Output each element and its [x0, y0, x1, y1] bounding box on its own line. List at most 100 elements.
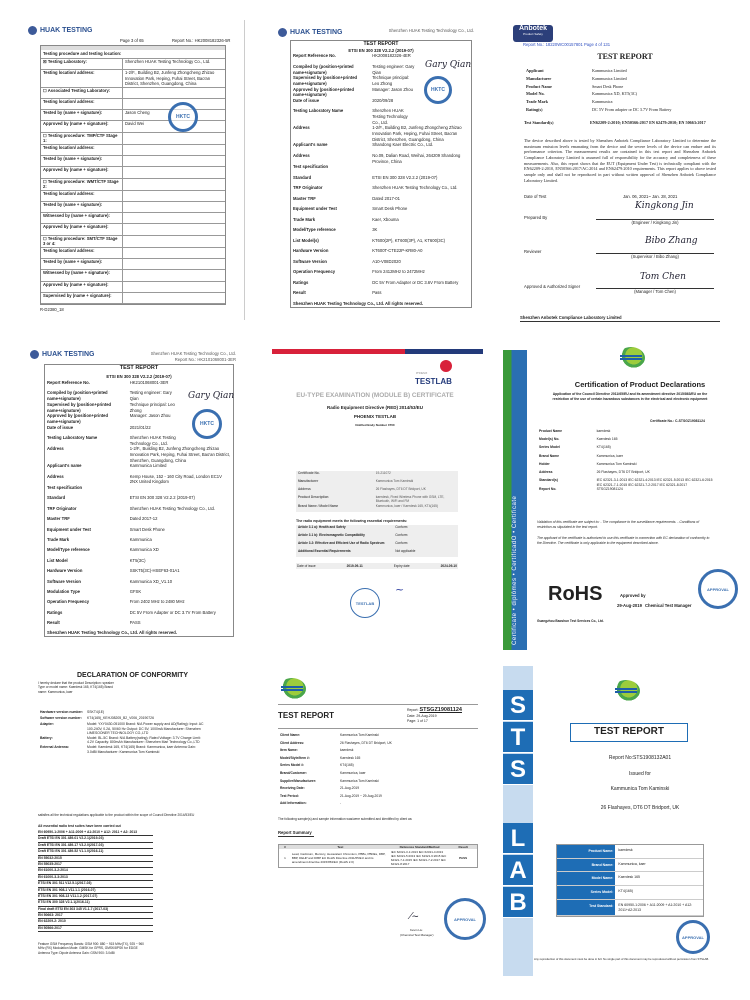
report-title: TEST REPORT	[363, 41, 399, 47]
row-value: Conform	[395, 541, 408, 545]
side-band-text: Certificate • diplômes • CertificadO • C…	[512, 495, 518, 645]
notified-body: Notified Body Number 0700	[355, 422, 395, 427]
kv-row: Supplier/Manufacturer: Kammunica Tom Kami…	[278, 779, 478, 787]
table-rows: Report Reference No. HK2008182326-4ER Comp…	[291, 53, 471, 300]
row-label: Equipment under Test	[293, 206, 337, 212]
row-label: Manufacturer	[298, 479, 319, 483]
kv-row: Test specification	[45, 485, 233, 495]
row-value: 26 Flashayes, DT6 DT Bridport, UK	[596, 469, 650, 474]
row-value: SSKT4(1E)	[87, 710, 105, 714]
approved-signature: Tom Chen	[640, 272, 686, 282]
row-label: List Model(s)	[293, 237, 319, 243]
kv-row: ☐ Testing procedure: WMT/CTF Stage 2:	[41, 178, 225, 191]
hktc-stamp: HKTC	[424, 76, 452, 104]
standards-list: EN 60950-1:2006 + A11:2009 + A1:2010 + A…	[38, 830, 153, 933]
list-item: Draft ETSI EN 301 489-01 V2.2.1(2019-03)	[38, 836, 153, 843]
kv-row: Witnessed by (name + signature):	[41, 270, 225, 282]
col-reference: Reference Standard/Method	[399, 845, 440, 849]
testlab-stamp: TESTLAB	[350, 588, 380, 618]
kv-row: Trade Mark Kaer, Xbouma	[291, 217, 471, 228]
row-label: Testing location/ address:	[43, 69, 95, 75]
signature: Gary Qian	[425, 60, 472, 70]
row-label: Result	[47, 620, 60, 626]
reviewer-label: Reviewer	[524, 249, 542, 254]
row-value: KT4(165)	[596, 445, 611, 450]
huak-emblem-icon	[278, 28, 287, 37]
summary-header: # Test Reference Standard/Method Result	[279, 845, 477, 850]
row-label: Client Name:	[280, 733, 301, 737]
kv-row: Report No. STSGZ19081124	[537, 487, 717, 495]
row-value	[121, 178, 225, 190]
row-value: 21-Aug-2019	[340, 786, 360, 791]
row-value: Shandong Kaer Electric Co., Ltd.	[372, 142, 434, 148]
row-value: 2021/01/22	[129, 424, 151, 430]
row-label: Operation Frequency	[293, 269, 336, 275]
row-label: Rating(s)	[526, 106, 543, 112]
row-value: Kammunica Tom Kaminski	[340, 733, 379, 737]
prepared-signature: Kingkong Jin	[635, 201, 694, 211]
report-date: Date: 29-Aug-2019	[407, 714, 437, 719]
product-row: Model Name: Kaerdesk 165	[557, 872, 703, 887]
huak-logo: HUAK TESTING	[30, 350, 95, 359]
row-number: 1	[284, 856, 286, 861]
row-value: Kammunica Limited	[592, 75, 627, 81]
section-title: Testing procedure and testing location:	[41, 50, 225, 59]
row-value: Model: BL-5C Brand: N/A Battery(rating):…	[87, 735, 201, 745]
list-item: Draft ETSI EN 301 489-52 V1.1.0(2016-11)	[38, 849, 153, 856]
row-label: Supervised by (position+printed name+sig…	[47, 401, 112, 413]
client-name: Kammunica Tom Kaminski	[610, 786, 670, 792]
row-label: Trade Mark	[47, 536, 70, 542]
list-item: EN 62209-2: 2010	[38, 919, 153, 926]
logo-text: HUAK TESTING	[290, 29, 343, 36]
row-value: Kammunica, kaer	[340, 770, 366, 775]
intro-text: I hereby declare that the product Descri…	[38, 681, 114, 694]
issued-for-label: Issued for	[629, 771, 651, 777]
row-value: Manager: Jason Zhou	[372, 86, 413, 92]
row-value	[121, 167, 225, 178]
approval-stamp: APPROVAL	[444, 898, 486, 940]
row-reference: IEC 62321-3-1:2013 IEC 62321-4:2013 IEC …	[390, 850, 447, 867]
row-label: Test specification	[293, 164, 329, 170]
kv-row: Trade Mark Kammunica	[45, 537, 233, 547]
prepared-label: Prepared By	[524, 215, 548, 220]
kv-row: Testing Laboratory Name Shenzhen HUAK Tes…	[45, 435, 233, 446]
kv-row: Adapter: Model: YXY0430-051000 Brand: N/A…	[38, 722, 206, 736]
row-value	[121, 156, 225, 167]
kv-row: Tested by (name + signature): Jason Cheng	[41, 110, 225, 122]
row-label: Receiving Date:	[280, 786, 305, 791]
row-label: Date of issue	[293, 97, 320, 103]
row-value: IEC 62321-3-1:2013 IEC 62321-4:2013 IEC …	[596, 478, 713, 487]
kv-row: Rating(s) DC 5V From adapter or DC 3.7V F…	[524, 107, 724, 115]
row-value: Kammunica	[592, 99, 613, 105]
product-row: Test Standard: EN 60950-1:2006 + A11:2009…	[557, 899, 703, 917]
row-value	[121, 292, 225, 303]
row-label: Tested by (name + signature):	[43, 202, 103, 208]
row-value: KT600(2P), KT600(3P), A1, KT600(3C)	[372, 237, 446, 243]
blue-band	[405, 349, 483, 354]
approved-by-label: Approved by	[620, 593, 646, 598]
row-label: ☒ Testing Laboratory:	[43, 58, 87, 64]
kv-row: TRF Originator Shenzhen HUAK Testing Tech…	[291, 185, 471, 196]
kv-row: Applicant Kammunica Limited	[524, 68, 724, 76]
row-value: From 2402 MHz to 2480 MHz	[129, 599, 185, 605]
row-label: Brand Name / Model Name	[298, 503, 339, 508]
product-info: Applicant Kammunica Limited Manufacturer Ka…	[524, 68, 724, 115]
company-name: Guangzhou Baoshun Test Services Co., Ltd…	[537, 619, 604, 623]
kv-row: Approved by (position+printed name+signa…	[291, 87, 471, 98]
huak-lab-report-page: HUAK TESTING Page 3 of 65 Report No.: HK…	[0, 0, 250, 333]
huak-logo: HUAK TESTING	[278, 28, 343, 37]
row-value: Kammunica XD_V1.10	[129, 578, 173, 584]
row-label: Model/Style/Item #:	[280, 755, 310, 760]
reviewer-signature: Bibo Zhang	[645, 236, 698, 246]
row-label: Hardware Version	[293, 248, 329, 254]
row-value	[121, 224, 225, 235]
testlab-eu-certificate: PHOENIX TESTLAB EU-TYPE EXAMINATION (MOD…	[250, 333, 500, 666]
kv-row: Supervised by (position+printed name+sig…	[45, 402, 233, 413]
row-label: External Antenna:	[40, 744, 69, 749]
row-label: Certificate No.	[298, 471, 320, 475]
signature: Gary Qian	[188, 391, 235, 401]
anbotek-logo: Anbotek Product Safety	[513, 25, 553, 42]
client-info: Client Name: Kammunica Tom Kaminski Client…	[278, 733, 478, 809]
row-value: Smart Desk Phone	[372, 206, 408, 212]
kv-row: Applicant's name Kammunica Limited	[45, 463, 233, 473]
